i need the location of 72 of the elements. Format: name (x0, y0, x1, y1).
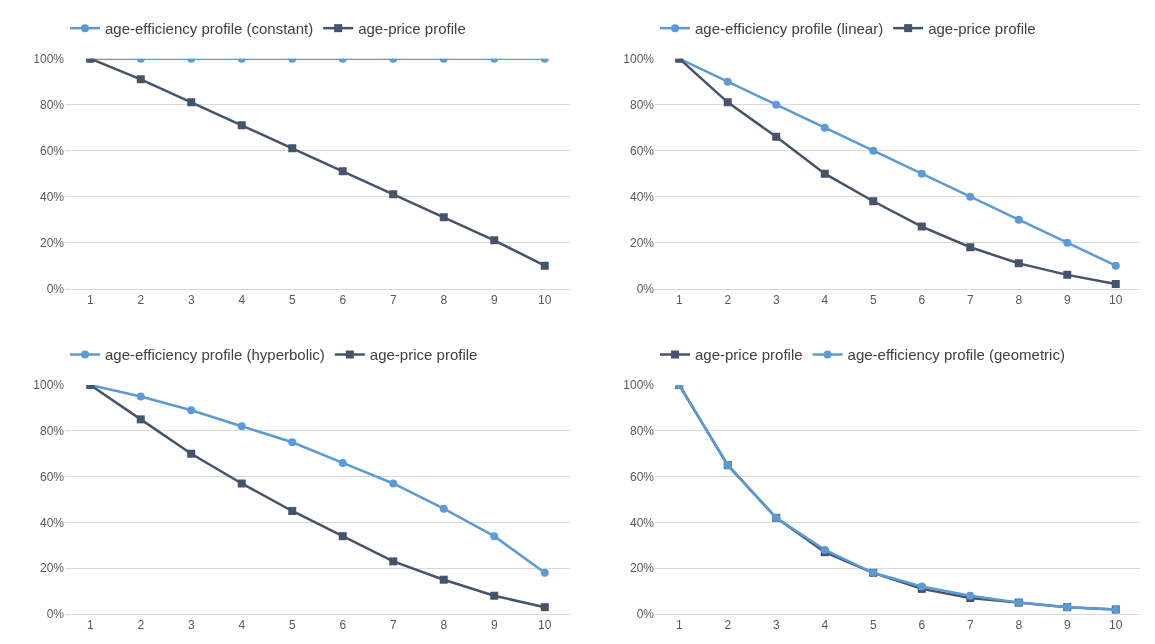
y-tick-label: 100% (623, 378, 655, 393)
y-tick-label: 60% (629, 469, 655, 484)
legend-label: age-price profile (695, 346, 803, 364)
y-tick-label: 40% (629, 189, 655, 204)
x-tick-label: 4 (238, 293, 246, 308)
x-tick-label: 3 (187, 618, 195, 633)
x-tick-label: 8 (1015, 293, 1023, 308)
x-tick-label: 2 (724, 293, 732, 308)
x-tick-label: 9 (490, 618, 498, 633)
y-tick-label: 0% (46, 607, 65, 622)
x-tick-label: 6 (339, 293, 347, 308)
y-tick-label: 80% (39, 424, 65, 439)
x-tick-label: 3 (772, 618, 780, 633)
x-tick-label: 9 (1063, 293, 1071, 308)
x-tick-label: 6 (339, 618, 347, 633)
x-tick-label: 10 (538, 618, 552, 633)
y-tick-label: 0% (46, 281, 65, 296)
x-tick-label: 4 (821, 293, 829, 308)
x-tick-label: 8 (1015, 618, 1023, 633)
x-tick-label: 3 (772, 293, 780, 308)
legend-label: age-efficiency profile (geometric) (847, 346, 1065, 364)
x-tick-label: 7 (389, 618, 397, 633)
x-tick-label: 1 (675, 293, 683, 308)
y-tick-label: 20% (629, 561, 655, 576)
x-tick-label: 10 (1109, 293, 1123, 308)
y-tick-label: 0% (636, 281, 655, 296)
x-tick-label: 5 (869, 293, 877, 308)
y-tick-label: 40% (39, 515, 65, 530)
x-tick-label: 7 (966, 293, 974, 308)
y-tick-label: 60% (629, 143, 655, 158)
y-tick-label: 100% (33, 51, 65, 66)
legend-label: age-efficiency profile (linear) (695, 19, 884, 37)
y-tick-label: 80% (629, 424, 655, 439)
x-tick-label: 5 (869, 618, 877, 633)
x-tick-label: 8 (440, 293, 448, 308)
legend-label: age-price profile (369, 346, 478, 364)
x-tick-label: 2 (137, 618, 145, 633)
legend-label: age-price profile (358, 19, 466, 37)
y-tick-label: 80% (39, 97, 65, 112)
x-tick-label: 5 (288, 293, 296, 308)
x-tick-label: 1 (675, 618, 683, 633)
x-tick-label: 8 (440, 618, 448, 633)
y-tick-label: 20% (39, 235, 65, 250)
x-tick-label: 1 (86, 618, 94, 633)
y-tick-label: 40% (629, 515, 655, 530)
legend-label: age-efficiency profile (hyperbolic) (105, 346, 325, 364)
y-tick-label: 80% (629, 97, 655, 112)
x-tick-label: 7 (966, 618, 974, 633)
x-tick-label: 5 (288, 618, 296, 633)
x-tick-label: 3 (187, 293, 195, 308)
x-tick-label: 10 (538, 293, 552, 308)
legend-label: age-price profile (928, 19, 1036, 37)
x-tick-label: 6 (918, 618, 926, 633)
y-tick-label: 100% (33, 378, 65, 393)
x-tick-label: 9 (1063, 618, 1071, 633)
x-tick-label: 1 (86, 293, 94, 308)
x-tick-label: 6 (918, 293, 926, 308)
y-tick-label: 100% (623, 51, 655, 66)
x-tick-label: 7 (389, 293, 397, 308)
x-tick-label: 2 (724, 618, 732, 633)
y-tick-label: 20% (629, 235, 655, 250)
y-tick-label: 60% (39, 469, 65, 484)
x-tick-label: 9 (490, 293, 498, 308)
x-tick-label: 10 (1109, 618, 1123, 633)
x-tick-label: 4 (238, 618, 246, 633)
x-tick-label: 2 (137, 293, 145, 308)
x-tick-label: 4 (821, 618, 829, 633)
y-tick-label: 60% (39, 143, 65, 158)
y-tick-label: 0% (636, 607, 655, 622)
legend-label: age-efficiency profile (constant) (105, 19, 314, 37)
y-tick-label: 20% (39, 561, 65, 576)
y-tick-label: 40% (39, 189, 65, 204)
